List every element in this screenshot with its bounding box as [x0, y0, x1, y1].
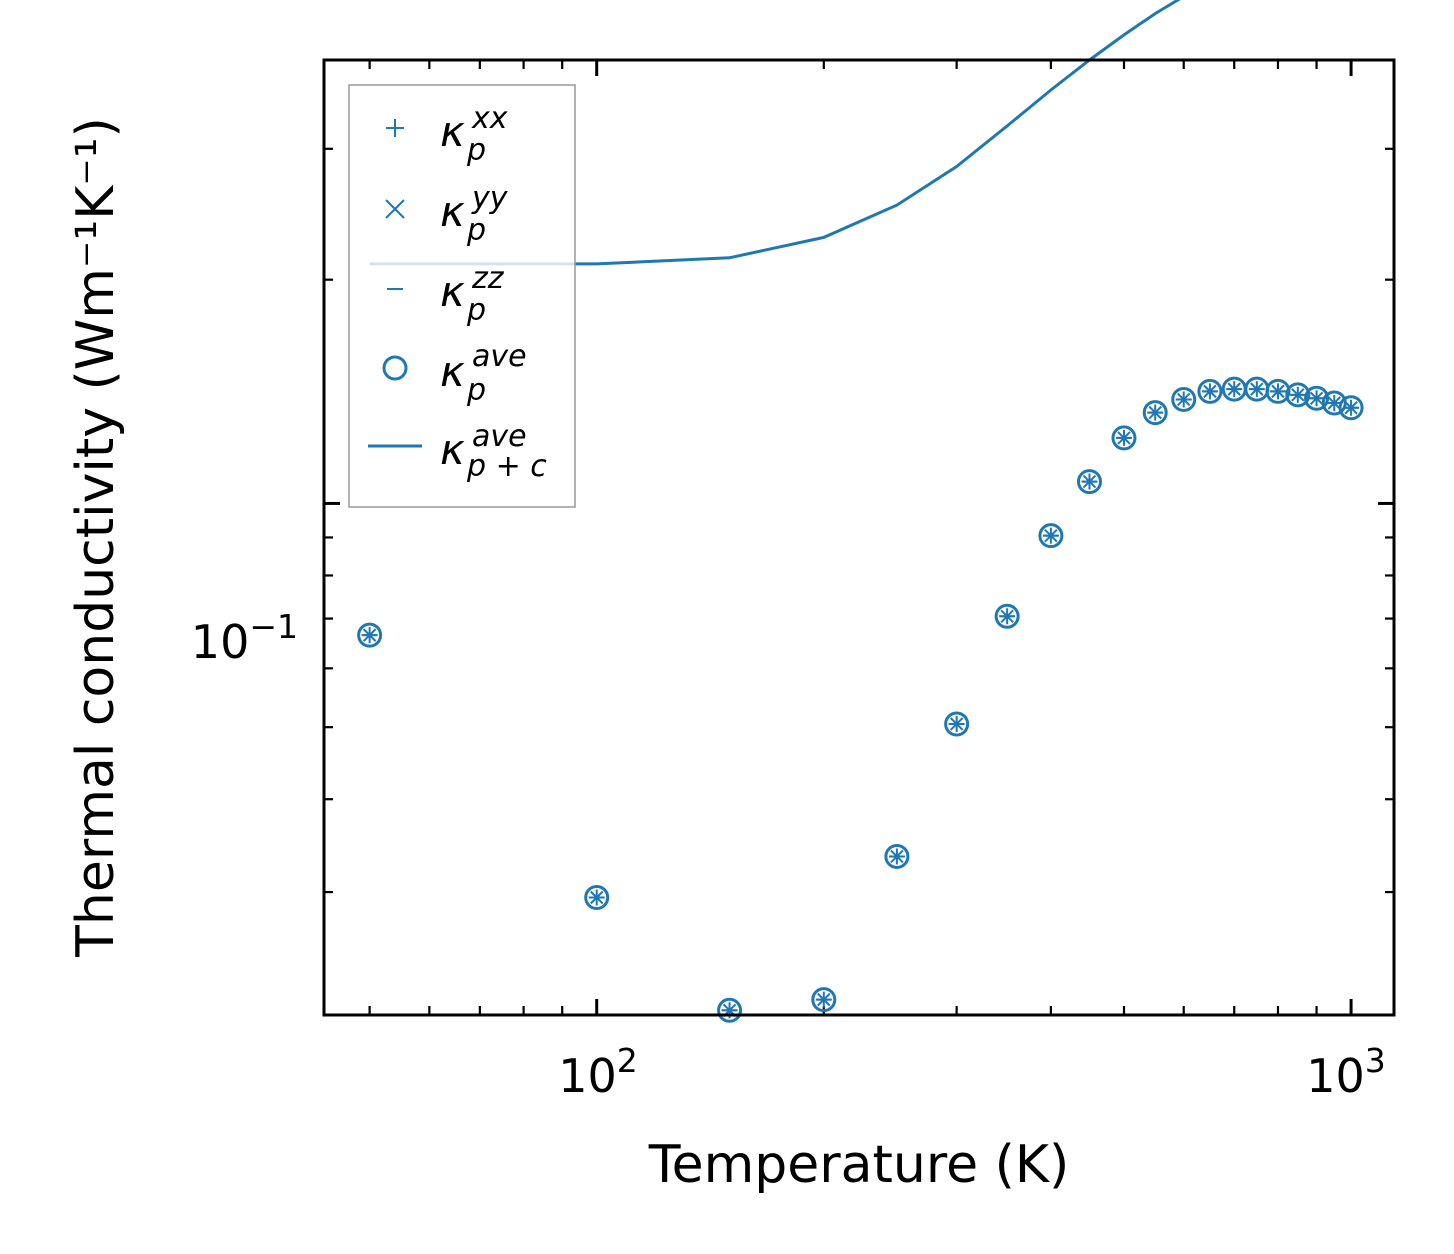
- point-kappa-p-ave: [944, 711, 970, 737]
- legend-marker-x-icon: [385, 199, 405, 219]
- legend-label-kappa-pc-ave: κ ave p + c: [440, 419, 547, 484]
- superscript: ave: [472, 339, 527, 374]
- subscript: p + c: [466, 449, 547, 484]
- point-kappa-p-ave: [1338, 395, 1364, 421]
- kappa-symbol: κ: [440, 187, 465, 236]
- legend-marker-circle-icon: [382, 355, 408, 381]
- x-tick-label-1000: 103: [1306, 1041, 1386, 1103]
- kappa-symbol: κ: [440, 107, 465, 156]
- legend-label-kappa-p-ave: κ ave p: [440, 339, 527, 408]
- legend-entry-kappa-pc-ave: κ ave p + c: [368, 419, 547, 484]
- point-kappa-p-ave: [811, 987, 837, 1013]
- x-tick-label-100-exp: 2: [617, 1041, 638, 1080]
- legend-label-kappa-p-zz: κ zz p: [440, 261, 505, 328]
- point-kappa-p-ave: [1111, 425, 1137, 451]
- legend-entry-kappa-p-zz: κ zz p: [387, 261, 505, 328]
- legend-label-kappa-p-yy: κ yy p: [440, 181, 509, 248]
- kappa-symbol: κ: [440, 347, 465, 396]
- legend-entry-kappa-p-yy: κ yy p: [385, 181, 509, 248]
- superscript: xx: [471, 101, 508, 136]
- legend-label-kappa-p-xx: κ xx p: [440, 101, 508, 168]
- y-tick-label-base: 10: [191, 615, 250, 669]
- point-kappa-p-ave: [1171, 386, 1197, 412]
- kappa-symbol: κ: [440, 425, 465, 474]
- x-axis-label: Temperature (K): [648, 1135, 1070, 1195]
- x-tick-label-100: 102: [558, 1041, 638, 1103]
- y-tick-label-exp: −1: [249, 607, 298, 646]
- legend-entry-kappa-p-ave: κ ave p: [382, 339, 527, 408]
- legend-marker-plus-icon: [386, 119, 404, 137]
- subscript: p: [466, 133, 486, 168]
- point-kappa-p-ave: [1304, 385, 1330, 411]
- point-kappa-p-ave: [717, 997, 743, 1023]
- point-kappa-p-ave: [1197, 378, 1223, 404]
- point-kappa-p-ave: [1038, 523, 1064, 549]
- y-tick-label-0.1: 10−1: [191, 607, 298, 669]
- y-axis-label: Thermal conductivity (Wm⁻¹K⁻¹): [66, 117, 126, 958]
- major-ticks: [324, 60, 1394, 1015]
- subscript: p: [466, 293, 486, 328]
- point-kappa-p-ave: [1285, 382, 1311, 408]
- x-tick-label-1000-base: 10: [1306, 1049, 1365, 1103]
- point-kappa-p-ave: [1142, 400, 1168, 426]
- legend: κ xx p κ yy p κ zz p κ ave p κ av: [348, 84, 576, 508]
- plot-data: [357, 0, 1364, 1023]
- point-kappa-p-ave: [994, 603, 1020, 629]
- plot-frame: [322, 58, 1396, 1017]
- superscript: zz: [471, 261, 505, 296]
- x-tick-label-1000-exp: 3: [1365, 1041, 1386, 1080]
- subscript: p: [466, 373, 486, 408]
- superscript: ave: [472, 419, 527, 454]
- point-kappa-p-ave: [584, 885, 610, 911]
- kappa-symbol: κ: [440, 267, 465, 316]
- point-kappa-p-ave: [1265, 378, 1291, 404]
- point-kappa-p-ave: [357, 622, 383, 648]
- legend-entry-kappa-p-xx: κ xx p: [386, 101, 508, 168]
- x-tick-label-100-base: 10: [558, 1049, 617, 1103]
- superscript: yy: [471, 181, 509, 216]
- subscript: p: [466, 213, 486, 248]
- point-kappa-p-ave: [884, 843, 910, 869]
- legend-frame: [348, 84, 576, 508]
- series-line-kappa-pc-ave: [369, 0, 1181, 266]
- point-kappa-p-ave: [1076, 469, 1102, 495]
